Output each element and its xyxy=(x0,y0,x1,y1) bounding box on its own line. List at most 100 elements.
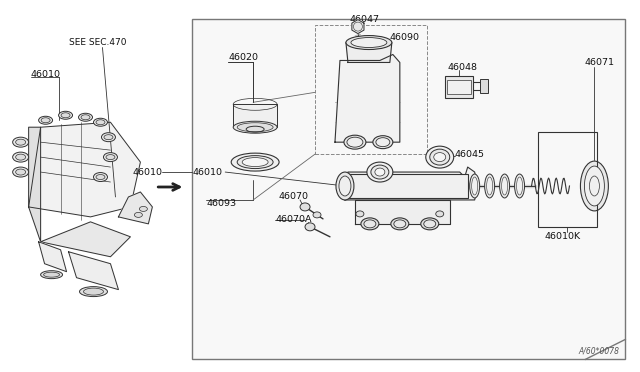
Ellipse shape xyxy=(472,177,477,195)
Ellipse shape xyxy=(134,212,142,217)
Polygon shape xyxy=(346,42,392,62)
Polygon shape xyxy=(29,122,140,217)
Ellipse shape xyxy=(44,272,60,277)
Ellipse shape xyxy=(13,137,29,147)
Ellipse shape xyxy=(79,286,108,296)
Ellipse shape xyxy=(470,174,479,198)
Ellipse shape xyxy=(38,116,52,124)
Polygon shape xyxy=(68,252,118,290)
Ellipse shape xyxy=(580,161,609,211)
Polygon shape xyxy=(233,104,277,127)
Ellipse shape xyxy=(500,174,509,198)
Ellipse shape xyxy=(356,211,364,217)
Text: 46090: 46090 xyxy=(390,33,420,42)
Ellipse shape xyxy=(15,139,26,145)
Ellipse shape xyxy=(484,174,495,198)
Bar xyxy=(445,76,473,98)
Ellipse shape xyxy=(242,158,268,167)
Ellipse shape xyxy=(336,172,354,200)
Ellipse shape xyxy=(436,211,444,217)
Ellipse shape xyxy=(344,135,366,149)
Ellipse shape xyxy=(376,138,390,147)
Text: SEE SEC.470: SEE SEC.470 xyxy=(68,38,126,47)
Ellipse shape xyxy=(373,136,393,149)
Polygon shape xyxy=(345,167,477,200)
Ellipse shape xyxy=(96,120,105,125)
Ellipse shape xyxy=(104,153,118,161)
Ellipse shape xyxy=(93,173,108,182)
Ellipse shape xyxy=(79,113,93,121)
Text: 46071: 46071 xyxy=(584,58,614,67)
Ellipse shape xyxy=(300,203,310,211)
Text: 46045: 46045 xyxy=(454,150,484,158)
Ellipse shape xyxy=(93,118,108,126)
Text: 46093: 46093 xyxy=(206,199,236,208)
Polygon shape xyxy=(335,54,400,142)
Text: 46010: 46010 xyxy=(132,167,163,177)
Ellipse shape xyxy=(394,220,406,228)
Ellipse shape xyxy=(96,174,105,180)
Text: 46047: 46047 xyxy=(350,15,380,24)
Bar xyxy=(315,25,427,154)
Polygon shape xyxy=(355,200,450,224)
Ellipse shape xyxy=(106,155,115,160)
Ellipse shape xyxy=(515,174,525,198)
Ellipse shape xyxy=(61,113,70,118)
Bar xyxy=(348,174,468,198)
Text: 46048: 46048 xyxy=(448,63,477,72)
Ellipse shape xyxy=(59,111,72,119)
Bar xyxy=(447,80,470,94)
Ellipse shape xyxy=(237,155,273,169)
Text: 46010: 46010 xyxy=(192,167,222,177)
Ellipse shape xyxy=(15,169,26,175)
Text: 46045: 46045 xyxy=(345,174,375,183)
Ellipse shape xyxy=(371,165,389,179)
Ellipse shape xyxy=(41,118,50,123)
Ellipse shape xyxy=(313,212,321,218)
Ellipse shape xyxy=(13,152,29,162)
Bar xyxy=(538,132,597,227)
Polygon shape xyxy=(118,192,152,224)
Ellipse shape xyxy=(420,218,439,230)
Ellipse shape xyxy=(104,135,113,140)
Text: 46070A: 46070A xyxy=(275,215,312,224)
Ellipse shape xyxy=(339,176,351,196)
Text: 46070: 46070 xyxy=(278,192,308,202)
Ellipse shape xyxy=(584,166,604,206)
Bar xyxy=(479,79,488,93)
Ellipse shape xyxy=(15,154,26,160)
Ellipse shape xyxy=(13,167,29,177)
Text: 46010K: 46010K xyxy=(545,232,580,241)
Ellipse shape xyxy=(40,271,63,279)
Ellipse shape xyxy=(375,168,385,176)
Polygon shape xyxy=(40,222,131,257)
Ellipse shape xyxy=(231,153,279,171)
Polygon shape xyxy=(352,20,364,33)
Text: 46010: 46010 xyxy=(31,70,61,79)
Ellipse shape xyxy=(305,223,315,231)
Ellipse shape xyxy=(102,133,115,142)
Ellipse shape xyxy=(347,137,363,147)
Ellipse shape xyxy=(516,177,522,195)
Ellipse shape xyxy=(426,146,454,168)
Ellipse shape xyxy=(351,38,387,48)
Ellipse shape xyxy=(81,115,90,120)
Ellipse shape xyxy=(346,36,392,49)
Ellipse shape xyxy=(424,220,436,228)
Ellipse shape xyxy=(364,220,376,228)
Ellipse shape xyxy=(233,121,277,133)
Ellipse shape xyxy=(430,149,450,165)
Bar xyxy=(192,19,625,359)
Ellipse shape xyxy=(361,218,379,230)
Polygon shape xyxy=(38,242,67,272)
Ellipse shape xyxy=(391,218,409,230)
Ellipse shape xyxy=(83,288,104,295)
Ellipse shape xyxy=(434,153,445,161)
Ellipse shape xyxy=(140,206,147,211)
Ellipse shape xyxy=(367,162,393,182)
Ellipse shape xyxy=(237,123,273,132)
Polygon shape xyxy=(29,127,40,242)
Ellipse shape xyxy=(502,177,508,195)
Text: 46020: 46020 xyxy=(228,53,258,62)
Ellipse shape xyxy=(486,177,493,195)
